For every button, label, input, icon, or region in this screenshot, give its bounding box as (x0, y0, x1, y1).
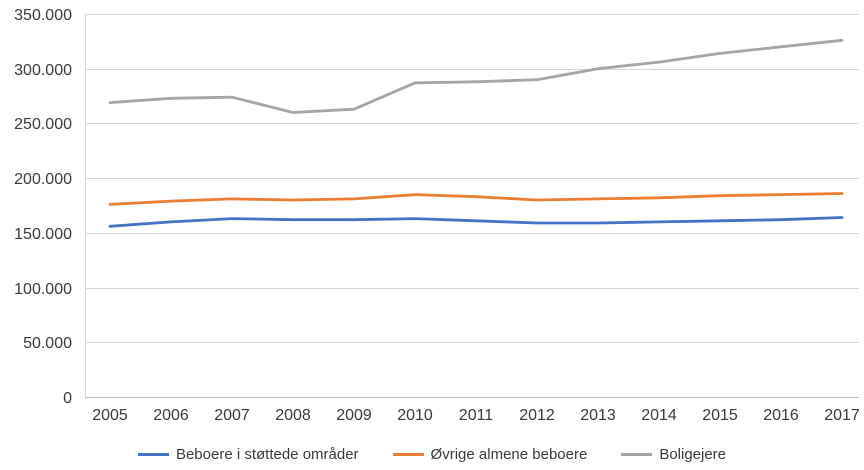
x-tick-label: 2016 (763, 407, 799, 424)
x-tick-label: 2009 (336, 407, 372, 424)
chart-plot-area: 0 50.000 100.000 150.000 200.000 250.000 300.0… (14, 7, 860, 424)
x-tick-label: 2006 (153, 407, 189, 424)
legend-swatch-blue-line (137, 453, 169, 456)
y-tick-label: 250.000 (14, 116, 72, 133)
y-tick-label: 0 (63, 390, 72, 407)
legend-item-beboere-stoettede: Beboere i støttede områder (137, 446, 359, 463)
legend-label: Øvrige almene beboere (430, 446, 588, 463)
y-tick-label: 200.000 (14, 171, 72, 188)
x-tick-label: 2007 (214, 407, 250, 424)
legend-swatch-orange-line (392, 453, 424, 456)
series-line-1 (108, 192, 844, 206)
x-tick-label: 2012 (519, 407, 555, 424)
series-line-0 (108, 216, 844, 228)
legend-swatch-gray-line (621, 453, 653, 456)
legend-item-boligejere: Boligejere (621, 446, 726, 463)
legend-label: Beboere i støttede områder (175, 446, 359, 463)
x-tick-label: 2010 (397, 407, 433, 424)
x-tick-label: 2011 (459, 407, 494, 424)
x-tick-label: 2014 (641, 407, 677, 424)
legend-label: Boligejere (659, 446, 727, 463)
series-line-2 (108, 38, 844, 114)
x-tick-label: 2008 (275, 407, 311, 424)
y-tick-label: 50.000 (23, 335, 72, 352)
x-tick-label: 2005 (92, 407, 128, 424)
y-tick-label: 300.000 (14, 62, 72, 79)
x-tick-label: 2015 (702, 407, 738, 424)
y-tick-label: 350.000 (14, 7, 72, 24)
x-tick-label: 2013 (580, 407, 616, 424)
x-tick-label: 2017 (824, 407, 860, 424)
y-tick-label: 150.000 (14, 226, 72, 243)
legend-item-oevrige-almene: Øvrige almene beboere (392, 446, 588, 463)
chart-legend: Beboere i støttede områder Øvrige almene… (0, 446, 864, 463)
y-tick-label: 100.000 (14, 281, 72, 298)
